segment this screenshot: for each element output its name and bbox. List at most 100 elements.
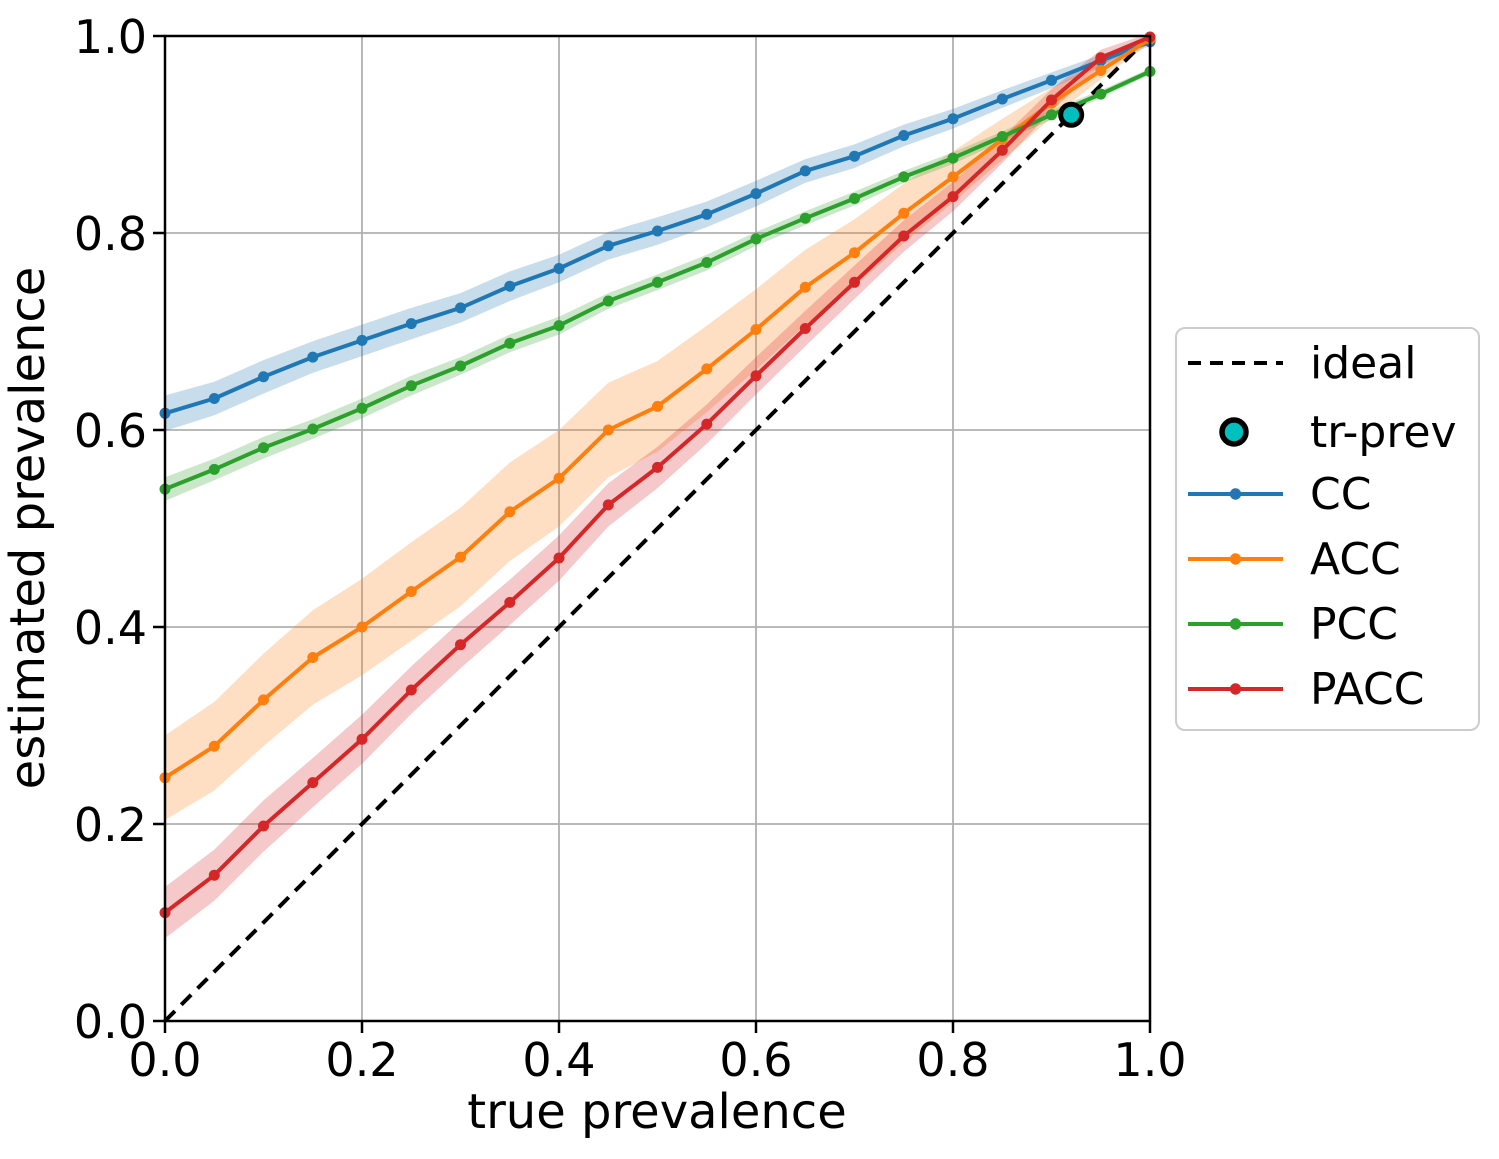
data-point-ACC-14 xyxy=(849,247,860,259)
y-axis-label: estimated prevalence xyxy=(0,267,56,790)
data-point-CC-18 xyxy=(1046,74,1057,86)
confidence-band-PACC xyxy=(165,36,1150,939)
legend-label-pacc: PACC xyxy=(1310,664,1425,715)
plot-frame xyxy=(163,34,1152,1023)
data-point-CC-3 xyxy=(307,351,319,363)
data-point-CC-1 xyxy=(208,393,220,404)
data-point-PCC-5 xyxy=(405,380,417,392)
data-point-PCC-15 xyxy=(898,171,910,183)
data-point-CC-5 xyxy=(405,318,417,330)
data-point-PCC-4 xyxy=(356,402,368,414)
data-point-PCC-2 xyxy=(258,442,269,454)
data-point-PCC-7 xyxy=(504,337,516,349)
data-point-ACC-5 xyxy=(405,586,417,597)
data-point-PACC-7 xyxy=(504,596,516,608)
data-point-CC-17 xyxy=(996,93,1008,105)
data-point-CC-2 xyxy=(258,371,269,383)
legend-acc-marker xyxy=(1229,553,1242,565)
data-point-PACC-2 xyxy=(258,820,269,832)
legend-pacc-marker xyxy=(1229,683,1242,695)
data-point-CC-10 xyxy=(652,225,663,237)
x-tick-label: 0.0 xyxy=(128,1033,201,1087)
series-lines xyxy=(159,31,1156,919)
legend-label-ideal: ideal xyxy=(1310,338,1416,389)
data-point-PCC-19 xyxy=(1095,88,1107,100)
data-point-PCC-13 xyxy=(799,212,811,224)
data-point-PACC-14 xyxy=(849,276,860,288)
data-point-PACC-6 xyxy=(455,639,466,651)
data-point-PCC-14 xyxy=(849,193,860,204)
data-point-ACC-12 xyxy=(750,324,762,335)
data-point-PACC-11 xyxy=(701,418,713,430)
data-point-ACC-9 xyxy=(602,424,614,436)
data-point-PCC-16 xyxy=(947,152,959,164)
y-tick-label: 0.4 xyxy=(74,601,147,655)
data-point-CC-11 xyxy=(701,208,713,220)
data-point-PCC-12 xyxy=(750,233,762,245)
legend: ideal tr-prev CC ACC PCC PACC xyxy=(1175,327,1480,731)
data-point-PACC-12 xyxy=(750,370,762,382)
legend-label-pcc: PCC xyxy=(1310,599,1398,650)
data-point-CC-6 xyxy=(455,302,466,314)
data-point-PACC-17 xyxy=(996,144,1008,156)
data-point-PACC-1 xyxy=(208,869,220,881)
legend-label-acc: ACC xyxy=(1310,534,1401,585)
data-point-CC-7 xyxy=(504,280,516,292)
legend-tr-prev-marker xyxy=(1219,417,1249,447)
tick-marks xyxy=(153,34,1152,1033)
data-point-CC-12 xyxy=(750,188,762,200)
data-point-ACC-4 xyxy=(356,621,368,633)
data-point-ACC-7 xyxy=(504,506,516,518)
data-point-PACC-8 xyxy=(553,552,565,564)
tr-prev-marker-group xyxy=(1058,101,1085,128)
legend-pcc-marker xyxy=(1229,618,1242,630)
data-point-ACC-11 xyxy=(701,363,713,375)
legend-box xyxy=(1175,327,1480,731)
data-point-ACC-2 xyxy=(258,694,269,706)
confidence-bands xyxy=(165,36,1150,939)
data-point-ACC-10 xyxy=(652,400,663,412)
x-tick-label: 1.0 xyxy=(1113,1033,1186,1087)
legend-cc-marker xyxy=(1229,488,1242,500)
data-point-CC-9 xyxy=(602,240,614,252)
y-tick-label: 0.6 xyxy=(74,404,147,458)
x-tick-label: 0.8 xyxy=(916,1033,989,1087)
data-point-PCC-6 xyxy=(455,360,466,372)
y-tick-label: 0.0 xyxy=(74,995,147,1049)
data-point-PCC-8 xyxy=(553,320,565,332)
y-tick-label: 1.0 xyxy=(74,10,147,64)
data-point-PCC-18 xyxy=(1046,109,1057,121)
tr-prev-marker xyxy=(1058,101,1085,128)
data-point-ACC-3 xyxy=(307,652,319,663)
y-tick-label: 0.8 xyxy=(74,207,147,261)
data-point-PACC-5 xyxy=(405,684,417,696)
y-tick-label: 0.2 xyxy=(74,798,147,852)
data-point-PCC-11 xyxy=(701,257,713,268)
data-point-ACC-13 xyxy=(799,281,811,293)
ideal-line-group xyxy=(163,34,1152,1023)
data-point-PACC-9 xyxy=(602,499,614,511)
ideal-line xyxy=(163,34,1152,1023)
data-point-ACC-6 xyxy=(455,551,466,563)
data-point-PCC-17 xyxy=(996,131,1008,142)
data-point-ACC-16 xyxy=(947,171,959,183)
data-point-CC-15 xyxy=(898,130,910,141)
data-point-PCC-10 xyxy=(652,276,663,288)
data-point-PACC-19 xyxy=(1095,52,1107,64)
data-point-CC-4 xyxy=(356,334,368,346)
legend-label-tr-prev: tr-prev xyxy=(1310,407,1457,458)
legend-label-cc: CC xyxy=(1310,469,1371,520)
data-point-ACC-15 xyxy=(898,207,910,219)
x-tick-label: 0.2 xyxy=(325,1033,398,1087)
data-point-PACC-4 xyxy=(356,733,368,745)
data-point-PACC-3 xyxy=(307,777,319,789)
data-point-PACC-10 xyxy=(652,461,663,473)
data-point-PCC-9 xyxy=(602,295,614,307)
data-point-PACC-15 xyxy=(898,230,910,242)
data-point-PCC-3 xyxy=(307,423,319,435)
data-point-PCC-1 xyxy=(208,463,220,475)
data-point-PACC-16 xyxy=(947,191,959,203)
data-point-CC-16 xyxy=(947,113,959,125)
